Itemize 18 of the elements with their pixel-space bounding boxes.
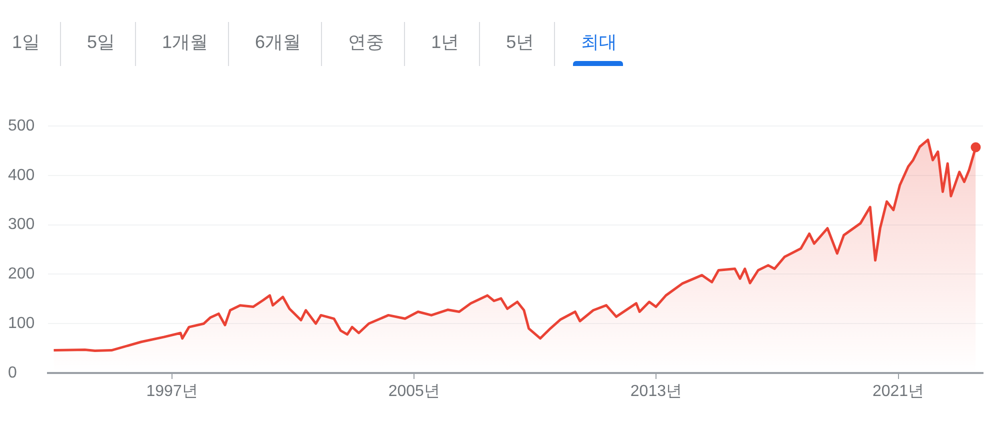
text: 1개월 bbox=[135, 22, 228, 66]
text: 1일 bbox=[11, 31, 42, 54]
text: 6개월 bbox=[228, 22, 322, 66]
x-tick-label: 2005년 bbox=[388, 383, 440, 400]
text: 연중 bbox=[321, 22, 404, 66]
x-tick-label: 2021년 bbox=[872, 383, 924, 400]
text: 1년 bbox=[404, 22, 480, 66]
text: 5일 bbox=[60, 22, 136, 66]
x-tick-label: 1997년 bbox=[146, 383, 198, 400]
y-tick-label: 400 bbox=[8, 166, 35, 184]
y-tick-label: 0 bbox=[8, 364, 17, 382]
x-tick-label: 2013년 bbox=[630, 383, 682, 400]
y-tick-label: 500 bbox=[8, 117, 35, 134]
text: 최대 bbox=[554, 22, 638, 66]
text: 5년 bbox=[479, 22, 554, 66]
y-tick-label: 200 bbox=[8, 266, 35, 283]
y-tick-label: 300 bbox=[8, 216, 35, 234]
y-tick-label: 100 bbox=[8, 315, 35, 332]
